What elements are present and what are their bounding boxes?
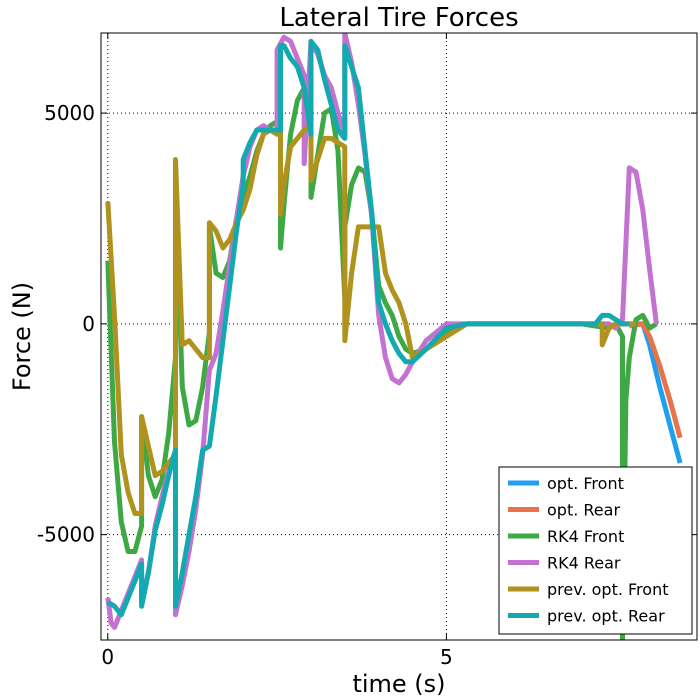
y-tick-label: 5000 xyxy=(44,101,95,125)
series-line-1 xyxy=(628,321,683,439)
plot-frame xyxy=(100,32,698,641)
y-tick-label: -5000 xyxy=(37,523,95,547)
x-axis-title: time (s) xyxy=(352,670,445,698)
legend-label: RK4 Rear xyxy=(547,554,621,573)
x-tick-label: 5 xyxy=(440,645,453,669)
chart-title: Lateral Tire Forces xyxy=(279,3,518,33)
y-tick-label: 0 xyxy=(82,312,95,336)
legend-label: prev. opt. Rear xyxy=(547,607,665,626)
legend-label: opt. Front xyxy=(547,474,624,493)
legend-label: prev. opt. Front xyxy=(547,580,668,599)
legend-label: opt. Rear xyxy=(547,501,620,520)
axis-ticks: 0 5 -5000 0 5000 xyxy=(37,33,697,669)
legend-box xyxy=(498,466,693,635)
series-lines xyxy=(105,33,683,640)
x-tick-label: 0 xyxy=(101,645,114,669)
legend-label: RK4 Front xyxy=(547,527,624,546)
legend: opt. Front opt. Rear RK4 Front RK4 Rear prev… xyxy=(498,466,693,635)
series-line-5 xyxy=(106,38,630,618)
y-axis-title: Force (N) xyxy=(8,282,36,391)
